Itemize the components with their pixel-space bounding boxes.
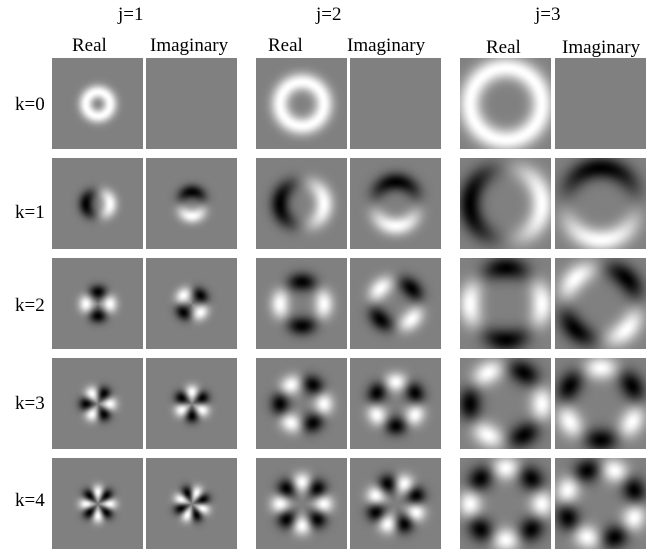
row-label-k0: k=0 [15,94,45,115]
filter-image [52,458,143,549]
filter-image [350,258,441,349]
header-j1-imaginary: Imaginary [150,35,229,56]
filter-tile-j3-k0-imaginary [555,58,646,149]
filter-tile-j3-k0-real [460,58,551,149]
filter-tile-j2-k0-imaginary [350,58,441,149]
header-j3: j=3 [535,4,561,25]
filter-tile-j1-k1-real [52,158,143,249]
header-j3-imaginary: Imaginary [562,37,641,58]
header-j2-imaginary: Imaginary [347,35,426,56]
filter-image [350,358,441,449]
filter-tile-j3-k1-imaginary [555,158,646,249]
filter-image [256,258,347,349]
filter-image [555,158,646,249]
filter-tile-j3-k3-real [460,358,551,449]
filter-image [350,58,441,149]
filter-tile-j2-k4-imaginary [350,458,441,549]
header-j1-real: Real [72,35,107,56]
filter-tile-j1-k4-imaginary [146,458,237,549]
header-j1: j=1 [118,4,144,25]
filter-tile-j2-k1-real [256,158,347,249]
filter-image [146,58,237,149]
row-label-k3: k=3 [15,393,45,414]
filter-tile-j2-k0-real [256,58,347,149]
filter-image [146,358,237,449]
filter-image [256,358,347,449]
filter-tile-j1-k2-real [52,258,143,349]
filter-tile-j2-k4-real [256,458,347,549]
filter-tile-j2-k2-imaginary [350,258,441,349]
row-label-k4: k=4 [15,490,45,511]
filter-image [460,358,551,449]
filter-tile-j1-k3-real [52,358,143,449]
filter-image [146,258,237,349]
filter-tile-j2-k2-real [256,258,347,349]
filter-tile-j1-k0-imaginary [146,58,237,149]
row-label-k2: k=2 [15,295,45,316]
filter-image [350,158,441,249]
filter-tile-j1-k1-imaginary [146,158,237,249]
filter-tile-j1-k2-imaginary [146,258,237,349]
filter-tile-j2-k3-imaginary [350,358,441,449]
filter-tile-j1-k4-real [52,458,143,549]
filter-tile-j2-k1-imaginary [350,158,441,249]
filter-image [256,158,347,249]
filter-image [256,58,347,149]
filter-image [146,458,237,549]
filter-image [256,458,347,549]
filter-tile-j3-k2-real [460,258,551,349]
filter-tile-j3-k4-imaginary [555,458,646,549]
filter-tile-j1-k3-imaginary [146,358,237,449]
filter-tile-j1-k0-real [52,58,143,149]
filter-image [460,158,551,249]
filter-image [146,158,237,249]
filter-image [555,258,646,349]
filter-image [52,58,143,149]
filter-image [52,158,143,249]
filter-tile-j2-k3-real [256,358,347,449]
filter-image [350,458,441,549]
header-j2: j=2 [316,4,342,25]
filter-image [460,58,551,149]
header-j3-real: Real [486,37,521,58]
filter-tile-j3-k2-imaginary [555,258,646,349]
filter-image [460,258,551,349]
filter-tile-j3-k4-real [460,458,551,549]
filter-image [52,358,143,449]
filter-tile-j3-k1-real [460,158,551,249]
filter-image [555,458,646,549]
row-label-k1: k=1 [15,202,45,223]
filter-image [460,458,551,549]
filter-image [52,258,143,349]
filter-image [555,358,646,449]
header-j2-real: Real [268,35,303,56]
filter-tile-j3-k3-imaginary [555,358,646,449]
filter-image [555,58,646,149]
